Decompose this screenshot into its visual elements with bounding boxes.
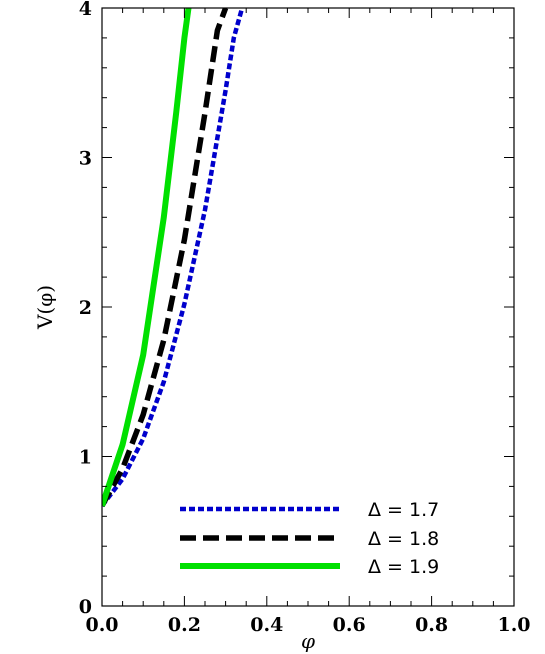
y-tick-label: 2 [79,297,92,319]
legend-label-1: Δ = 1.7 [368,499,439,521]
tick-labels: 0.0 0.2 0.4 0.6 0.8 1.0 0 1 2 3 4 [79,0,531,636]
x-tick-label: 0.0 [85,614,118,636]
plot-border [101,7,515,607]
y-tick-label: 4 [79,0,92,20]
series-line-2 [102,8,229,508]
legend-label-2: Δ = 1.8 [368,528,439,550]
legend: Δ = 1.7 Δ = 1.8 Δ = 1.9 [180,499,439,578]
x-tick-label: 0.4 [250,614,283,636]
x-tick-label: 0.6 [333,614,366,636]
series-line-3 [102,8,192,507]
y-tick-label: 0 [79,596,92,618]
x-tick-label: 0.8 [415,614,448,636]
plot-frame [101,7,515,607]
series-layer [102,8,245,508]
x-tick-label: 1.0 [497,614,530,636]
x-tick-label: 0.2 [168,614,201,636]
x-axis-title: φ [301,629,315,653]
y-tick-label: 3 [79,148,92,170]
y-tick-label: 1 [79,447,92,469]
y-axis-title: V(φ) [33,285,57,330]
series-line-1 [102,8,245,508]
ticks [101,7,515,607]
legend-label-3: Δ = 1.9 [368,556,439,578]
